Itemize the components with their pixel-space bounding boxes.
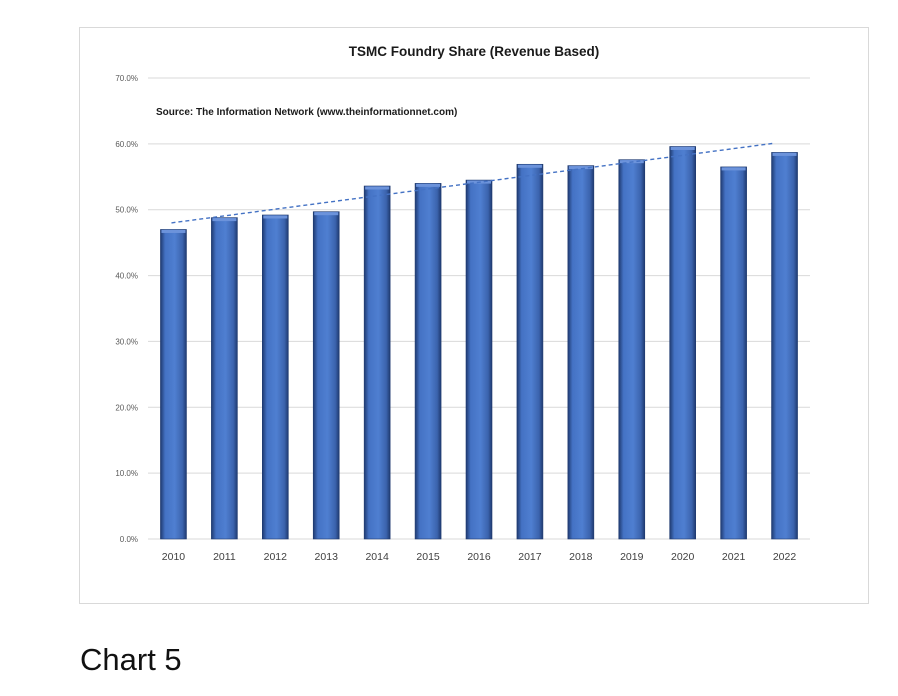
x-tick-label: 2022 — [773, 551, 797, 563]
bar-top-highlight — [670, 146, 695, 150]
figure-caption: Chart 5 — [80, 642, 182, 677]
bar-2013 — [312, 211, 340, 540]
x-tick-label: 2020 — [671, 551, 695, 563]
bar — [363, 185, 391, 540]
bars — [160, 146, 798, 540]
chart-subtitle: Source: The Information Network (www.the… — [156, 107, 457, 118]
bar-top-highlight — [314, 212, 339, 216]
bar-2022 — [771, 152, 798, 540]
x-axis-ticks: 2010 2011 2012 2013 2014 2015 2016 2017 2018 2019… — [162, 551, 797, 563]
bar-2017 — [516, 163, 544, 540]
y-tick-label: 0.0% — [120, 535, 138, 544]
x-tick-label: 2018 — [569, 551, 593, 563]
bar — [262, 214, 289, 540]
bar-2010 — [160, 229, 187, 540]
trendline — [171, 142, 775, 224]
bar-2014 — [363, 185, 391, 540]
bar — [669, 146, 696, 540]
bar-2019 — [618, 159, 646, 540]
y-tick-label: 50.0% — [115, 206, 138, 215]
y-axis-ticks: 0.0% 10.0% 20.0% 30.0% 40.0% 50.0% 60.0% 70.0% — [115, 74, 138, 544]
bar-top-highlight — [212, 218, 237, 222]
bar-top-highlight — [161, 229, 186, 233]
bar-2018 — [567, 165, 595, 540]
chart-svg: TSMC Foundry Share (Revenue Based) Sourc… — [115, 44, 810, 563]
y-tick-label: 10.0% — [115, 469, 138, 478]
x-tick-label: 2010 — [162, 551, 186, 563]
bar-top-highlight — [721, 167, 746, 171]
x-tick-label: 2013 — [315, 551, 339, 563]
bar — [414, 183, 442, 540]
bar-top-highlight — [568, 166, 593, 170]
trendline-group — [171, 142, 775, 224]
bar-top-highlight — [263, 215, 288, 219]
x-tick-label: 2012 — [264, 551, 288, 563]
chart-frame: TSMC Foundry Share (Revenue Based) Sourc… — [79, 27, 869, 604]
bar — [720, 166, 747, 540]
x-tick-label: 2011 — [213, 551, 236, 563]
y-tick-label: 60.0% — [115, 140, 138, 149]
y-tick-label: 30.0% — [115, 337, 138, 346]
x-tick-label: 2014 — [365, 551, 389, 563]
x-tick-label: 2016 — [467, 551, 491, 563]
bar — [312, 211, 340, 540]
x-tick-label: 2019 — [620, 551, 644, 563]
bar-2021 — [720, 166, 747, 540]
x-tick-label: 2021 — [722, 551, 746, 563]
bar-2020 — [669, 146, 696, 540]
bar — [567, 165, 595, 540]
x-tick-label: 2015 — [416, 551, 440, 563]
bar-top-highlight — [772, 152, 797, 156]
bar-2011 — [211, 217, 238, 540]
bar — [211, 217, 238, 540]
bar — [516, 163, 544, 540]
bar — [160, 229, 187, 540]
bar-top-highlight — [365, 186, 390, 190]
bar-2015 — [414, 183, 442, 540]
y-tick-label: 20.0% — [115, 403, 138, 412]
bar — [465, 179, 493, 540]
bar — [771, 152, 798, 540]
y-tick-label: 40.0% — [115, 272, 138, 281]
chart-title: TSMC Foundry Share (Revenue Based) — [349, 44, 600, 59]
bar-top-highlight — [517, 164, 542, 168]
bar-2016 — [465, 179, 493, 540]
bar-2012 — [262, 214, 289, 540]
y-tick-label: 70.0% — [115, 74, 138, 83]
x-tick-label: 2017 — [518, 551, 542, 563]
bar — [618, 159, 646, 540]
bar-top-highlight — [416, 183, 441, 187]
